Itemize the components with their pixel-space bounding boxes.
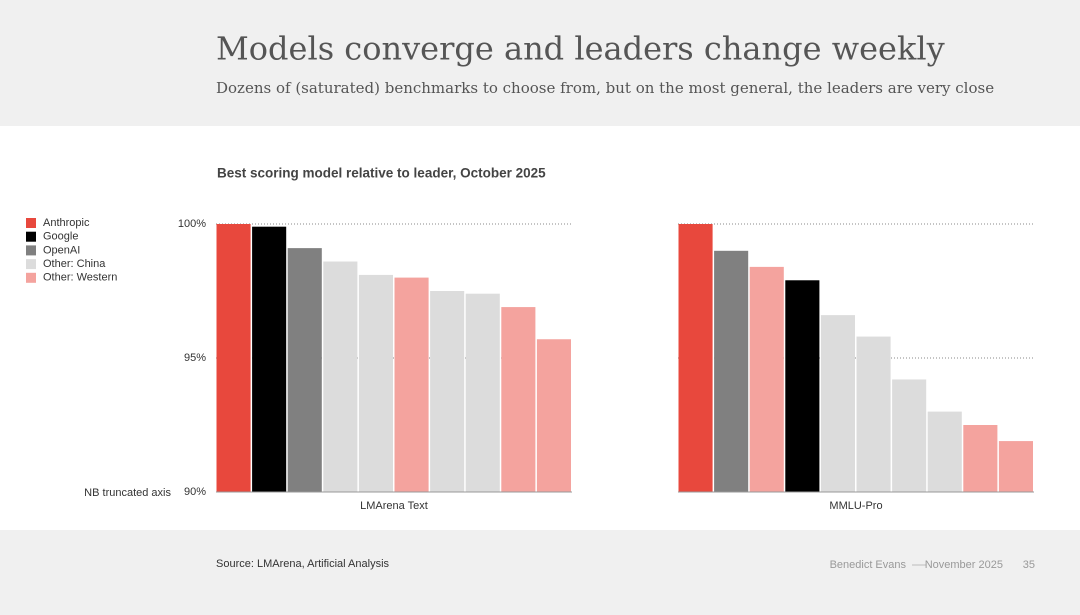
legend-label: OpenAI — [43, 244, 80, 256]
bar — [998, 441, 1033, 492]
page-number: 35 — [1023, 559, 1035, 571]
legend-label: Anthropic — [43, 217, 90, 229]
bar — [892, 379, 927, 492]
legend-swatch — [26, 218, 36, 228]
bar — [394, 277, 429, 492]
footer-band — [0, 530, 1080, 615]
bar — [501, 307, 536, 492]
legend-label: Other: China — [43, 258, 106, 270]
bar — [856, 336, 891, 492]
chart-title: Best scoring model relative to leader, O… — [217, 166, 546, 181]
date: November 2025 — [925, 559, 1003, 571]
slide-title: Models converge and leaders change weekl… — [216, 30, 945, 68]
author: Benedict Evans — [830, 559, 907, 571]
bar — [287, 248, 322, 492]
y-tick-label: 90% — [184, 486, 206, 498]
bar — [430, 291, 465, 492]
axis-note: NB truncated axis — [84, 487, 171, 499]
legend-label: Other: Western — [43, 272, 117, 284]
bar — [749, 266, 784, 492]
x-axis-label: MMLU-Pro — [829, 500, 882, 512]
bar — [216, 224, 251, 492]
legend-swatch — [26, 245, 36, 256]
legend-label: Google — [43, 231, 78, 243]
bar — [465, 293, 500, 492]
bar — [714, 250, 749, 492]
bar — [785, 280, 820, 492]
legend-swatch — [26, 259, 36, 270]
bar — [820, 315, 855, 492]
bar — [678, 224, 713, 492]
bar — [252, 226, 287, 492]
bar — [927, 411, 962, 492]
bar — [536, 339, 571, 492]
slide-subtitle: Dozens of (saturated) benchmarks to choo… — [216, 79, 994, 97]
y-tick-label: 100% — [178, 218, 206, 230]
source: Source: LMArena, Artificial Analysis — [216, 558, 390, 570]
bar — [323, 261, 358, 492]
bar — [358, 274, 393, 492]
x-axis-label: LMArena Text — [360, 500, 428, 512]
legend-swatch — [26, 272, 36, 283]
y-tick-label: 95% — [184, 352, 206, 364]
bar — [963, 425, 998, 492]
header-band — [0, 0, 1080, 126]
legend-swatch — [26, 231, 36, 242]
